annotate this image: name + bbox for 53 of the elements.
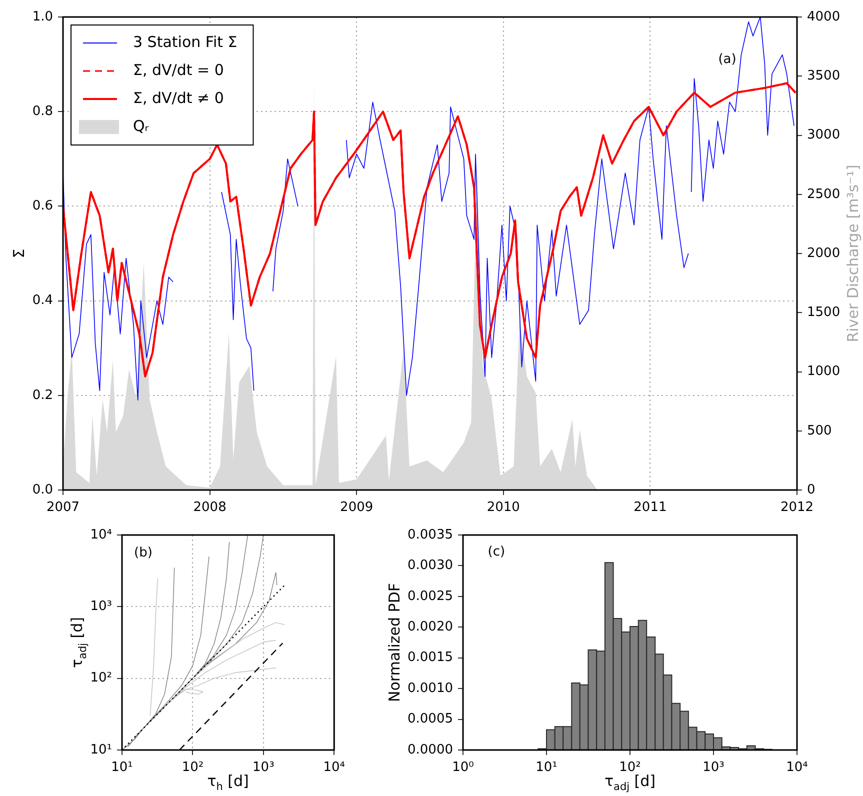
x-tick-label: 2009 [340,500,374,516]
y-tick-label: 0.0035 [408,527,453,542]
y-tick-label: 0.2 [32,388,53,403]
x-tick-label: 10² [182,760,204,776]
x-tick-label: 2007 [46,500,80,516]
x-tick-label: 10¹ [111,760,133,776]
legend-label: Σ, dV/dt ≠ 0 [133,88,224,107]
y-axis-title: Σ [10,248,28,258]
annotation: (c) [488,544,506,560]
x-tick-label: 2011 [634,500,667,516]
y-axis-title: τadj [d] [68,616,90,668]
y-tick-label: 0.0005 [408,712,453,727]
x-tick-label: 2010 [486,500,520,516]
legend-label: 3 Station Fit Σ [133,32,238,51]
x-tick-label: 10² [619,760,641,776]
x-tick-label: 2012 [780,500,814,516]
y-tick-label: 0.0015 [408,650,453,666]
annotation: (a) [718,52,736,67]
y-tick-label: 0.0010 [408,680,453,696]
y-tick-label: 0.0020 [408,620,453,635]
legend-label: Qᵣ [133,116,149,135]
y-tick-label: 1.0 [32,9,53,24]
annotation: (b) [134,546,152,561]
y-tick-label: 10³ [90,599,112,614]
x-tick-label: 10⁴ [786,760,808,776]
y-axis-title: Normalized PDF [385,582,404,702]
y-tick-label: 0.6 [32,198,53,214]
y-tick-label: 10¹ [90,742,112,758]
x-tick-label: 10³ [252,760,274,776]
y-tick-label: 0.0000 [408,742,453,758]
x-tick-label: 10¹ [536,760,558,776]
y-tick-label: 10⁴ [90,527,112,542]
y-tick-label: 0.0025 [408,588,453,604]
y2-tick-label: 0 [807,482,816,498]
y2-tick-label: 500 [807,423,832,438]
y-tick-label: 10² [90,670,112,686]
y2-axis-title: River Discharge [m³s⁻¹] [844,164,862,342]
legend-label: Σ, dV/dt = 0 [133,60,224,79]
y2-tick-label: 3500 [807,68,840,84]
y-tick-label: 0.8 [32,104,53,119]
y-tick-label: 0.0 [32,482,53,498]
x-tick-label: 10⁴ [323,760,346,776]
y2-tick-label: 2000 [807,246,840,261]
x-tick-label: 10³ [702,760,724,776]
y2-tick-label: 3000 [807,128,840,143]
y2-tick-label: 4000 [807,9,840,24]
y-tick-label: 0.4 [32,293,53,308]
y-tick-label: 0.0030 [408,558,453,574]
y2-tick-label: 2500 [807,186,840,202]
x-tick-label: 10⁰ [452,760,474,776]
y2-tick-label: 1500 [807,305,840,320]
x-tick-label: 2008 [193,500,226,516]
y2-tick-label: 1000 [807,364,840,380]
